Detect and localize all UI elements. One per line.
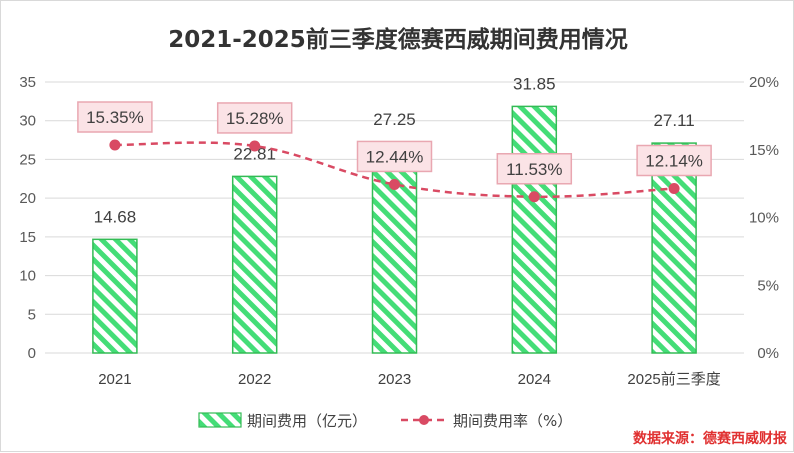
bar-2023	[371, 141, 418, 354]
y-left-tick-label: 20	[19, 190, 36, 207]
legend-label-expense: 期间费用（亿元）	[247, 412, 367, 430]
y-right-tick-label: 15%	[749, 142, 779, 159]
y-left-tick-label: 10	[19, 268, 36, 285]
line-point-2025前三季度	[668, 183, 680, 195]
x-category-label: 2022	[238, 371, 271, 388]
rate-label-box	[77, 101, 153, 133]
x-category-label: 2025前三季度	[627, 371, 720, 388]
legend-label-rate: 期间费用率（%）	[453, 412, 572, 430]
bar-value-label: 14.68	[94, 207, 137, 226]
line-point-2021	[109, 139, 121, 151]
y-left-tick-label: 5	[28, 306, 36, 323]
rate-value-label: 12.44%	[366, 147, 424, 166]
y-left-tick-label: 35	[19, 74, 36, 91]
rate-value-label: 15.35%	[86, 108, 144, 127]
bar-value-label: 22.81	[233, 144, 276, 163]
y-left-tick-label: 15	[19, 229, 36, 246]
rate-label-box	[636, 144, 712, 177]
y-left-tick-label: 30	[19, 113, 36, 130]
line-point-2024	[528, 191, 540, 203]
y-right-tick-label: 10%	[749, 210, 779, 227]
line-point-2022	[249, 140, 261, 152]
bar-2024	[511, 105, 558, 354]
x-category-label: 2021	[98, 371, 131, 388]
legend-swatch-point	[419, 415, 429, 425]
bar-value-label: 27.11	[653, 111, 694, 130]
bar-value-label: 27.25	[373, 110, 416, 129]
source-note: 数据来源：德赛西威财报	[633, 430, 787, 447]
bar-2021	[92, 238, 138, 354]
x-category-label: 2023	[378, 371, 411, 388]
bar-2025前三季度	[651, 142, 697, 354]
line-series-expense-rate	[114, 141, 675, 199]
rate-value-label: 11.53%	[506, 160, 562, 179]
line-point-2023	[389, 178, 400, 190]
rate-label-box	[356, 140, 433, 173]
y-left-tick-label: 25	[19, 151, 36, 168]
bar-value-label: 31.85	[513, 74, 556, 93]
rate-label-box	[216, 102, 293, 134]
y-right-tick-label: 0%	[757, 345, 779, 362]
rate-label-box	[496, 153, 573, 185]
legend-swatch-bar	[198, 412, 242, 428]
rate-value-label: 12.14%	[645, 152, 703, 171]
y-left-tick-label: 0	[28, 345, 36, 362]
y-right-tick-label: 5%	[757, 277, 779, 294]
rate-value-label: 15.28%	[226, 109, 284, 128]
x-category-label: 2024	[518, 371, 551, 388]
y-right-tick-label: 20%	[749, 74, 779, 91]
chart-title: 2021-2025前三季度德赛西威期间费用情况	[168, 26, 628, 53]
bar-2022	[231, 175, 278, 354]
